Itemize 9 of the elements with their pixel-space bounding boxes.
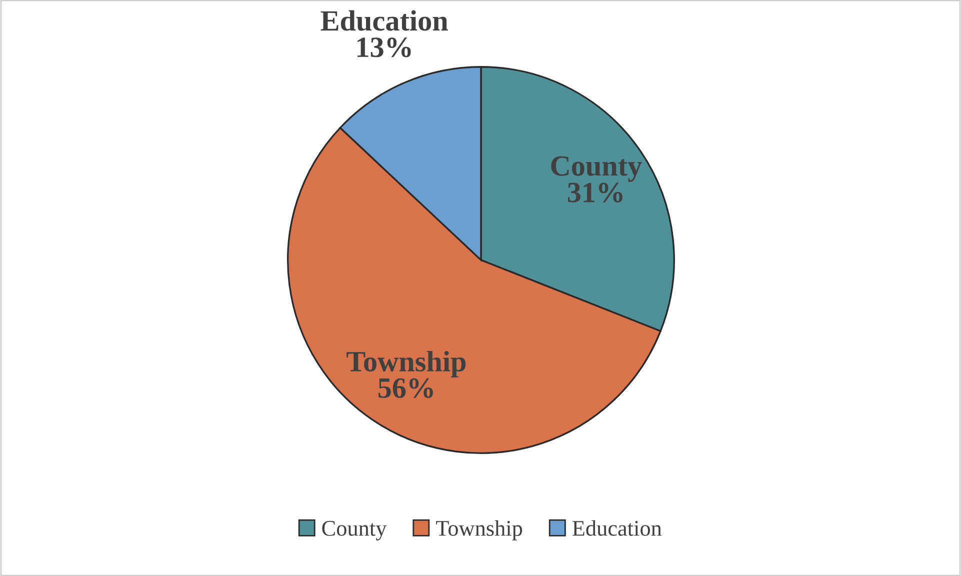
slice-label: County [551, 156, 642, 182]
data-label: 13% [358, 38, 411, 58]
slice-label: Township [346, 350, 466, 378]
data-label: 56% [378, 378, 433, 398]
legend-label: Township [436, 520, 522, 540]
data-label: 31% [568, 182, 622, 202]
slice-label: Education [320, 10, 448, 31]
legend-label: County [322, 520, 387, 540]
legend-label: Education [572, 520, 662, 536]
